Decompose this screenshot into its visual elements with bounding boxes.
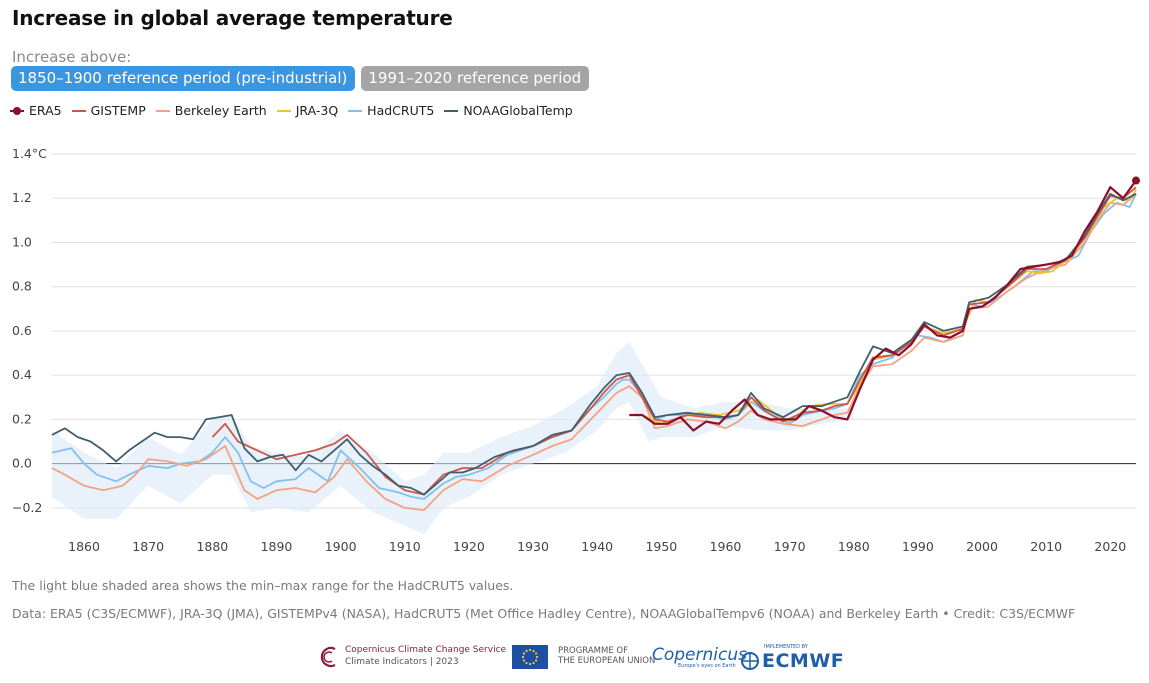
- x-tick-label: 2020: [1094, 539, 1126, 554]
- y-tick-label: −0.2: [12, 500, 42, 515]
- logo-bar: Copernicus Climate Change Service Climat…: [0, 640, 1149, 680]
- c3s-emblem-icon: [320, 646, 336, 668]
- eu-star-icon: [534, 659, 538, 662]
- y-tick-label: 1.0: [12, 234, 32, 249]
- eu-star-icon: [522, 652, 526, 655]
- x-tick-label: 2000: [966, 539, 998, 554]
- x-tick-label: 1990: [902, 539, 934, 554]
- y-tick-label: 0.8: [12, 279, 32, 294]
- legend-item-gistemp[interactable]: GISTEMP: [71, 103, 146, 118]
- series-line-era5: [629, 179, 1137, 432]
- eu-logo: PROGRAMME OF THE EUROPEAN UNION: [512, 640, 655, 674]
- c3s-logo: Copernicus Climate Change Service Climat…: [318, 640, 506, 674]
- x-tick-label: 1970: [774, 539, 806, 554]
- legend-swatch: [10, 106, 24, 115]
- y-tick-label: 0.0: [12, 456, 32, 471]
- x-tick-label: 1910: [389, 539, 421, 554]
- x-tick-label: 1960: [710, 539, 742, 554]
- eu-star-icon: [525, 649, 528, 653]
- temperature-chart: −0.2 0.0 0.2 0.4 0.6 0.8 1.0 1.2 1.4°C 1860 1870 18…: [12, 146, 1140, 554]
- x-tick-label: 1940: [581, 539, 613, 554]
- legend-label: NOAAGlobalTemp: [463, 103, 573, 118]
- eu-star-icon: [532, 661, 535, 665]
- x-tick-label: 1980: [838, 539, 870, 554]
- x-tick-label: 1870: [132, 539, 164, 554]
- y-tick-label: 0.6: [12, 323, 32, 338]
- series-line-noaaglobaltemp: [51, 192, 1137, 496]
- legend-label: ERA5: [29, 103, 62, 118]
- legend-swatch: [348, 109, 363, 112]
- series-line-gistemp: [211, 186, 1137, 496]
- legend-swatch: [276, 109, 291, 112]
- x-tick-label: 1880: [196, 539, 228, 554]
- legend-label: GISTEMP: [90, 103, 146, 118]
- copernicus-tagline: Europe's eyes on Earth: [678, 663, 736, 669]
- ecmwf-globe-icon: [741, 652, 759, 670]
- legend-swatch: [155, 109, 170, 112]
- legend-swatch: [71, 109, 86, 112]
- x-tick-label: 1900: [325, 539, 357, 554]
- copernicus-logo: Copernicus Europe's eyes on Earth: [652, 640, 747, 674]
- legend-label: JRA-3Q: [295, 103, 339, 118]
- legend-item-hadcrut5[interactable]: HadCRUT5: [348, 103, 434, 118]
- c3s-name: Copernicus Climate Change Service: [345, 645, 507, 656]
- reference-period-tabs: 1850–1900 reference period (pre-industri…: [11, 66, 590, 91]
- x-tick-label: 1950: [645, 539, 677, 554]
- series-line-jra-3q: [641, 188, 1137, 425]
- reference-label: Increase above:: [12, 48, 132, 66]
- y-tick-label: 0.2: [12, 411, 32, 426]
- ecmwf-wordmark: ECMWF: [762, 650, 845, 672]
- x-tick-label: 1890: [261, 539, 293, 554]
- eu-star-icon: [525, 661, 528, 665]
- hadcrut5-range-band: [52, 342, 854, 535]
- c3s-subname: Climate Indicators | 2023: [345, 657, 459, 667]
- eu-star-icon: [532, 649, 535, 653]
- eu-line2: THE EUROPEAN UNION: [558, 656, 656, 666]
- legend-item-jra-3q[interactable]: JRA-3Q: [276, 103, 339, 118]
- eu-line1: PROGRAMME OF: [558, 646, 629, 657]
- legend-label: Berkeley Earth: [174, 103, 267, 118]
- y-tick-label: 1.2: [12, 190, 32, 205]
- shading-footnote: The light blue shaded area shows the min…: [12, 578, 514, 593]
- y-tick-label: 0.4: [12, 367, 32, 382]
- x-tick-label: 1930: [517, 539, 549, 554]
- eu-star-icon: [534, 652, 538, 655]
- era5-latest-point: [1132, 176, 1140, 185]
- tab-1991-2020[interactable]: 1991–2020 reference period: [361, 66, 590, 91]
- ecmwf-implemented-by: IMPLEMENTED BY: [764, 644, 808, 650]
- legend-item-era5[interactable]: ERA5: [10, 103, 62, 118]
- copernicus-wordmark: Copernicus: [652, 645, 747, 665]
- x-tick-label: 1860: [68, 539, 100, 554]
- legend-item-noaaglobaltemp[interactable]: NOAAGlobalTemp: [444, 103, 573, 118]
- eu-star-icon: [522, 659, 526, 662]
- tab-pre-industrial[interactable]: 1850–1900 reference period (pre-industri…: [11, 66, 356, 91]
- legend-item-berkeley-earth[interactable]: Berkeley Earth: [155, 103, 267, 118]
- chart-title: Increase in global average temperature: [12, 6, 453, 30]
- eu-star-icon: [521, 655, 525, 659]
- eu-flag-icon: [512, 645, 548, 669]
- eu-star-icon: [528, 662, 532, 666]
- legend-swatch: [444, 109, 459, 112]
- data-credit-footnote: Data: ERA5 (C3S/ECMWF), JRA-3Q (JMA), GI…: [12, 606, 1076, 621]
- legend: ERA5 GISTEMP Berkeley Earth JRA-3Q HadCRUT5 N…: [10, 103, 583, 118]
- ecmwf-logo: IMPLEMENTED BY ECMWF: [738, 640, 844, 674]
- eu-star-icon: [535, 655, 539, 659]
- eu-star-icon: [528, 648, 532, 652]
- y-tick-label: 1.4°C: [12, 146, 47, 161]
- legend-label: HadCRUT5: [367, 103, 435, 118]
- x-tick-label: 1920: [453, 539, 485, 554]
- x-tick-label: 2010: [1030, 539, 1062, 554]
